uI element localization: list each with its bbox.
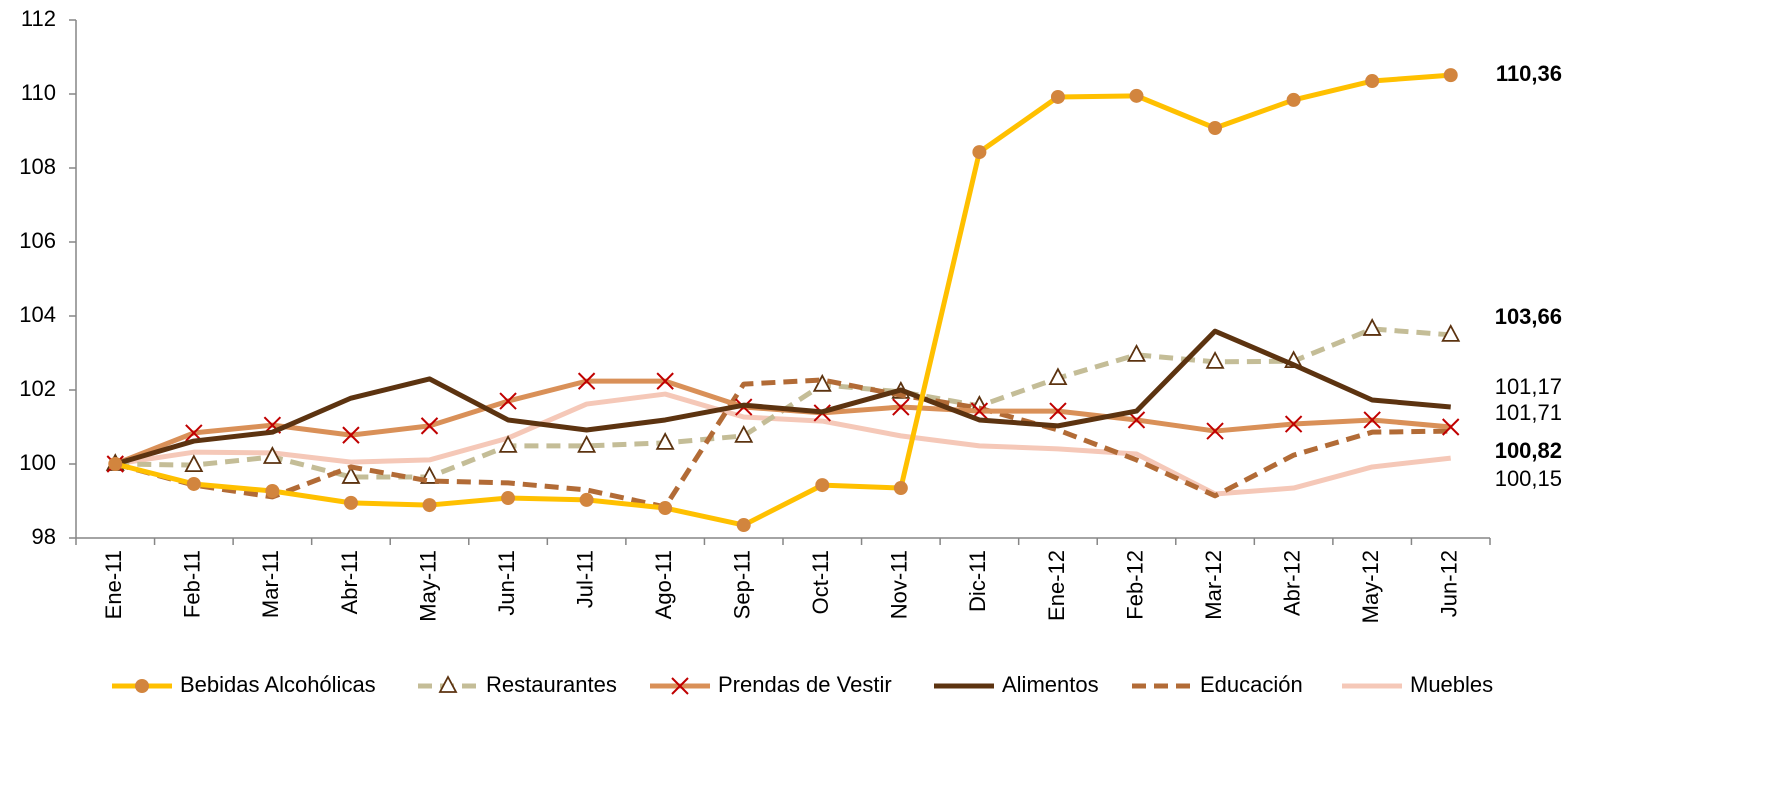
series-line (114, 72, 1451, 528)
x-tick-label: Nov-11 (887, 550, 912, 619)
data-marker (1205, 350, 1225, 369)
legend-marker (135, 679, 149, 693)
data-marker (265, 484, 280, 499)
x-tick-label: Oct-11 (808, 550, 833, 614)
data-marker (656, 372, 674, 390)
data-marker (579, 492, 594, 507)
legend-label: Educación (1200, 672, 1303, 697)
data-marker (498, 434, 518, 453)
x-tick-label: Dic-11 (965, 550, 990, 612)
x-tick-label: Feb-12 (1122, 550, 1147, 620)
y-tick-label: 108 (19, 154, 56, 179)
end-label: 103,66 (1495, 304, 1562, 329)
data-marker (1365, 74, 1380, 89)
data-marker (1127, 343, 1146, 362)
data-marker (1362, 318, 1382, 336)
data-marker (1363, 411, 1381, 429)
data-marker (1442, 418, 1460, 436)
data-marker (815, 478, 830, 493)
y-tick-label: 98 (32, 524, 56, 549)
x-tick-label: Sep-11 (730, 550, 755, 619)
data-marker (577, 372, 596, 390)
data-marker (342, 426, 360, 444)
y-tick-label: 102 (19, 376, 56, 401)
data-marker (1206, 422, 1224, 440)
x-tick-label: Ago-11 (651, 550, 676, 619)
x-tick-label: Ene-11 (101, 550, 126, 619)
data-marker (1284, 415, 1303, 433)
data-marker (186, 476, 201, 491)
data-marker (734, 424, 754, 443)
data-marker (499, 392, 517, 410)
legend-label: Prendas de Vestir (718, 672, 892, 697)
x-tick-label: Abr-12 (1279, 550, 1304, 616)
x-tick-label: Abr-11 (337, 550, 362, 614)
y-tick-label: 100 (19, 450, 56, 475)
series-line (114, 378, 1451, 467)
data-marker (184, 454, 204, 473)
y-tick-label: 112 (21, 6, 56, 31)
x-tick-label: Ene-12 (1044, 550, 1069, 621)
data-marker (1441, 323, 1461, 342)
data-marker (1443, 68, 1458, 83)
data-marker (343, 495, 358, 510)
data-marker (1048, 367, 1068, 386)
data-marker (341, 466, 361, 484)
x-tick-label: Jul-11 (572, 550, 597, 608)
data-marker (1208, 121, 1223, 136)
data-marker (736, 518, 751, 533)
x-tick-label: Jun-11 (494, 550, 519, 616)
series-line (114, 391, 1452, 497)
end-label: 100,82 (1495, 438, 1562, 463)
series-line (115, 326, 1451, 480)
data-marker (658, 501, 673, 516)
y-tick-label: 110 (21, 80, 56, 105)
data-marker (108, 457, 123, 471)
x-tick-label: Feb-11 (180, 550, 205, 618)
series-line (114, 328, 1451, 467)
data-marker (893, 481, 908, 496)
series-line (114, 377, 1451, 510)
end-label: 101,17 (1495, 374, 1562, 399)
x-tick-label: Mar-12 (1201, 550, 1226, 620)
data-marker (1050, 89, 1065, 104)
y-tick-label: 106 (19, 228, 56, 253)
data-marker (1129, 88, 1144, 103)
series (114, 328, 1451, 467)
legend-marker (671, 677, 689, 695)
end-label: 110,36 (1496, 61, 1562, 86)
data-marker (422, 498, 437, 513)
data-marker (1286, 92, 1301, 107)
data-marker (655, 431, 675, 450)
x-tick-label: May-12 (1358, 550, 1383, 623)
x-tick-label: May-11 (415, 550, 440, 622)
legend-label: Bebidas Alcohólicas (180, 672, 376, 697)
series (114, 377, 1451, 510)
legend-label: Alimentos (1002, 672, 1099, 697)
end-label: 101,71 (1495, 400, 1562, 425)
legend-label: Muebles (1410, 672, 1493, 697)
data-marker (577, 434, 597, 453)
y-tick-label: 104 (19, 302, 56, 327)
series (108, 68, 1458, 533)
data-marker (812, 373, 832, 392)
end-label: 100,15 (1495, 466, 1562, 491)
x-tick-label: Jun-12 (1437, 550, 1462, 617)
data-marker (420, 417, 439, 435)
legend-marker (438, 675, 458, 693)
data-marker (501, 491, 516, 506)
legend-label: Restaurantes (486, 672, 617, 697)
data-marker (972, 145, 987, 160)
data-marker (262, 446, 282, 464)
data-marker (892, 398, 910, 416)
x-tick-label: Mar-11 (258, 550, 283, 618)
data-marker (1049, 402, 1067, 420)
series (114, 391, 1452, 497)
